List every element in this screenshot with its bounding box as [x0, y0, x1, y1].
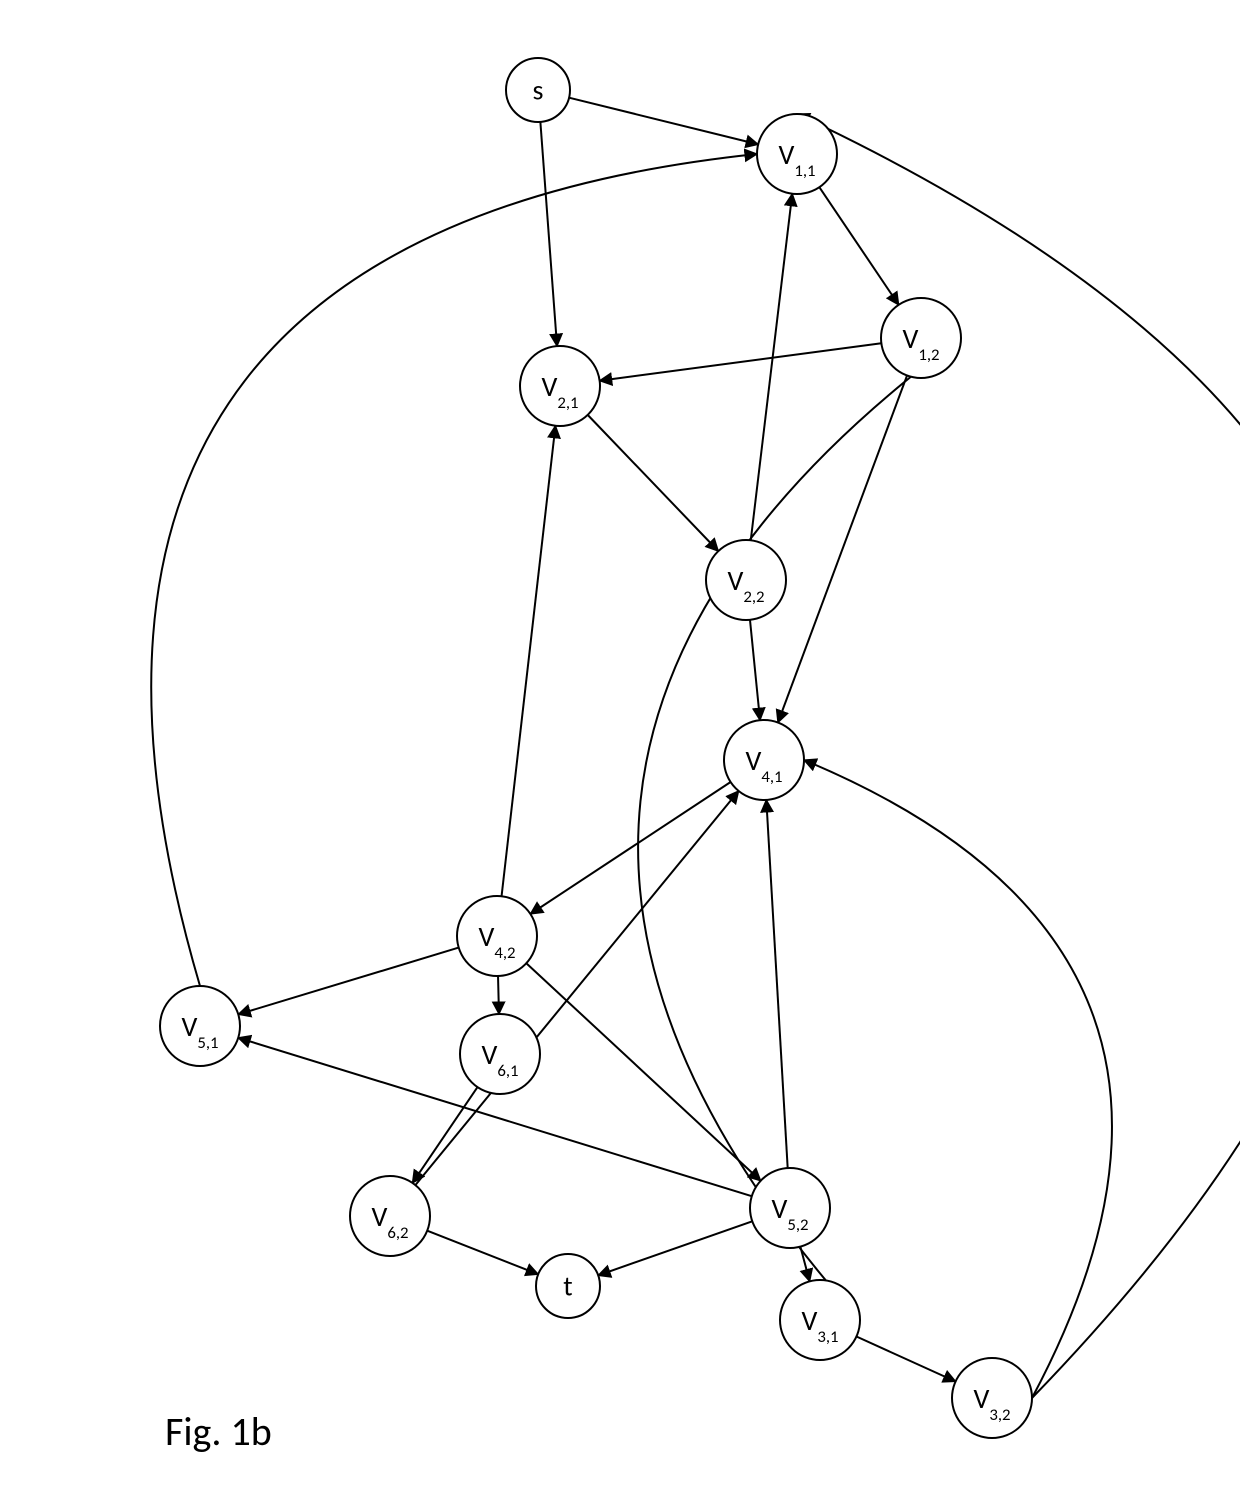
edge-v12-v41: [778, 375, 907, 722]
node-v51: V5,1: [160, 986, 240, 1066]
edge-s-v11: [569, 98, 758, 145]
node-v22: V2,2: [706, 540, 786, 620]
edge-v42-v51: [238, 948, 458, 1015]
node-v11-circle: [757, 114, 837, 194]
graph-diagram: s V1,1 V1,2 V2,1 V2,2 V4,1 V4,2 V5,1 V6,1 V6,2 V5,…: [0, 0, 1240, 1512]
edge-v42-v52: [526, 963, 760, 1181]
node-v62: V6,2: [350, 1176, 430, 1256]
edge-v42-v61: [498, 976, 499, 1014]
node-v52-circle: [750, 1168, 830, 1248]
node-s: s: [506, 58, 570, 122]
node-v31-circle: [780, 1280, 860, 1360]
node-t-label: t: [563, 1269, 572, 1304]
edge-v52-t: [598, 1221, 752, 1275]
edge-s-v21: [540, 122, 557, 346]
edge-v32-v11: [797, 114, 1240, 1398]
node-v61: V6,1: [460, 1014, 540, 1094]
edge-v12-v21: [600, 343, 882, 380]
edge-v11-v12: [819, 187, 898, 305]
node-v41-circle: [724, 720, 804, 800]
node-t: t: [536, 1254, 600, 1318]
nodes-group: s V1,1 V1,2 V2,1 V2,2 V4,1 V4,2 V5,1 V6,1 V6,2 V5,…: [160, 58, 1032, 1438]
node-v61-circle: [460, 1014, 540, 1094]
edge-v42-v21: [502, 426, 556, 897]
node-v32-circle: [952, 1358, 1032, 1438]
node-v12: V1,2: [881, 298, 961, 378]
node-v62-circle: [350, 1176, 430, 1256]
edge-v22-v41: [750, 620, 760, 720]
node-s-label: s: [533, 73, 544, 108]
node-v52: V5,2: [750, 1168, 830, 1248]
node-v42-circle: [457, 896, 537, 976]
edge-v62-t: [427, 1231, 538, 1275]
edge-v62-v41: [415, 791, 738, 1185]
node-v21: V2,1: [520, 346, 600, 426]
figure-caption: Fig. 1b: [165, 1407, 272, 1456]
node-v21-circle: [520, 346, 600, 426]
edge-v22-v11: [751, 194, 792, 541]
node-v31: V3,1: [780, 1280, 860, 1360]
edges-group: [151, 98, 1240, 1398]
node-v22-circle: [706, 540, 786, 620]
node-v11: V1,1: [757, 114, 837, 194]
edge-v51-v11: [151, 154, 757, 986]
edge-v41-v42: [530, 782, 730, 914]
node-v42: V4,2: [457, 896, 537, 976]
node-v41: V4,1: [724, 720, 804, 800]
node-v51-circle: [160, 986, 240, 1066]
edge-v21-v22: [588, 415, 719, 551]
edge-v52-v41: [766, 800, 787, 1168]
node-v12-circle: [881, 298, 961, 378]
node-v32: V3,2: [952, 1358, 1032, 1438]
edge-v31-v32: [856, 1337, 955, 1382]
